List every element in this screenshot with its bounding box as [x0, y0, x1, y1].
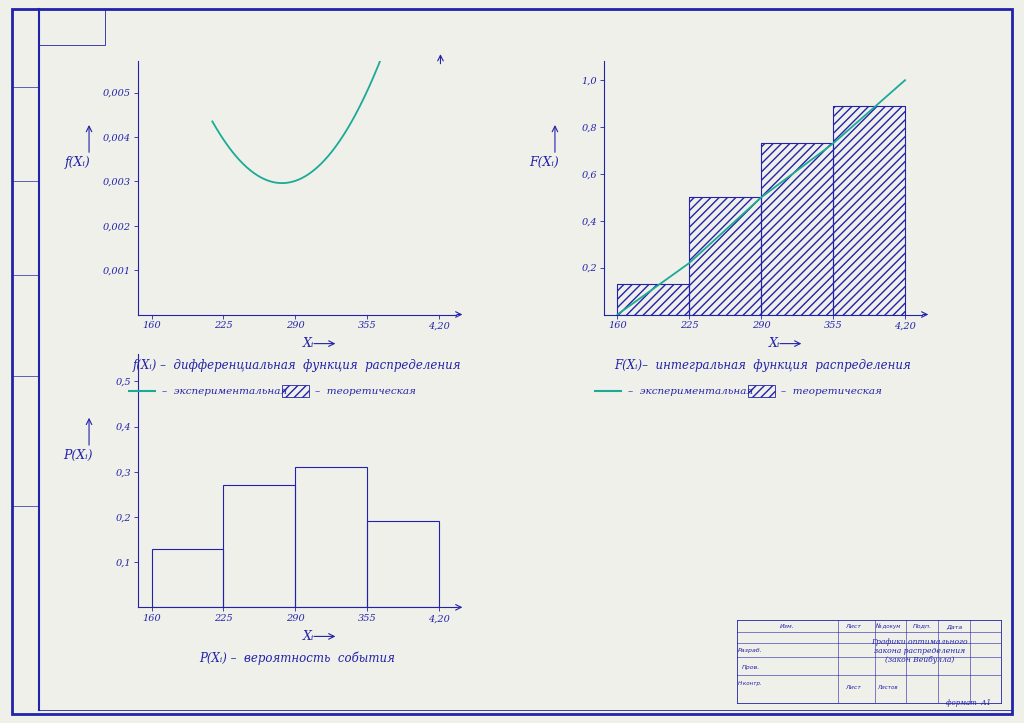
Text: –  теоретическая: – теоретическая: [781, 387, 883, 395]
Bar: [689, 197, 761, 315]
Text: –  экспериментальная: – экспериментальная: [162, 387, 287, 395]
Bar: [152, 549, 223, 607]
Bar: [617, 284, 689, 315]
Text: F(Xᵢ): F(Xᵢ): [529, 156, 559, 169]
Bar: [617, 284, 689, 315]
Text: Подп.: Подп.: [912, 624, 932, 629]
Text: Xᵢ: Xᵢ: [303, 630, 314, 643]
Text: f(Xᵢ) –  дифференциальная  функция  распределения: f(Xᵢ) – дифференциальная функция распред…: [133, 359, 461, 372]
Text: –  экспериментальная: – экспериментальная: [628, 387, 753, 395]
Bar: [761, 143, 834, 315]
Text: P(Xᵢ) –  вероятность  события: P(Xᵢ) – вероятность события: [199, 651, 395, 664]
Bar: [282, 385, 309, 397]
Text: № докум: № докум: [876, 623, 900, 629]
Text: Изм.: Изм.: [780, 624, 795, 629]
Bar: [834, 106, 905, 315]
Text: –  теоретическая: – теоретическая: [315, 387, 417, 395]
Bar: [689, 197, 761, 315]
Text: Графики оптимального
закона распределения
(закон Вейбулла): Графики оптимального закона распределени…: [871, 638, 968, 664]
Bar: [368, 521, 439, 607]
Text: формат  А1: формат А1: [946, 699, 991, 707]
Text: Xᵢ: Xᵢ: [769, 337, 780, 350]
Text: Н.контр.: Н.контр.: [738, 681, 763, 686]
Text: Пров.: Пров.: [741, 664, 760, 669]
Bar: [295, 467, 368, 607]
Bar: [761, 143, 834, 315]
Bar: [834, 106, 905, 315]
Bar: [39, 9, 105, 45]
Text: Дата: Дата: [946, 624, 962, 629]
Text: Листов: Листов: [878, 685, 898, 690]
Bar: [748, 385, 775, 397]
Bar: [223, 485, 295, 607]
Text: Разраб.: Разраб.: [738, 648, 763, 653]
Text: F(Xᵢ)–  интегральная  функция  распределения: F(Xᵢ)– интегральная функция распределени…: [614, 359, 911, 372]
Text: Лист: Лист: [846, 624, 861, 629]
Text: P(Xᵢ): P(Xᵢ): [63, 449, 93, 462]
Text: f(Xᵢ): f(Xᵢ): [66, 156, 91, 169]
Text: Лист: Лист: [846, 685, 861, 690]
Text: Xᵢ: Xᵢ: [303, 337, 314, 350]
